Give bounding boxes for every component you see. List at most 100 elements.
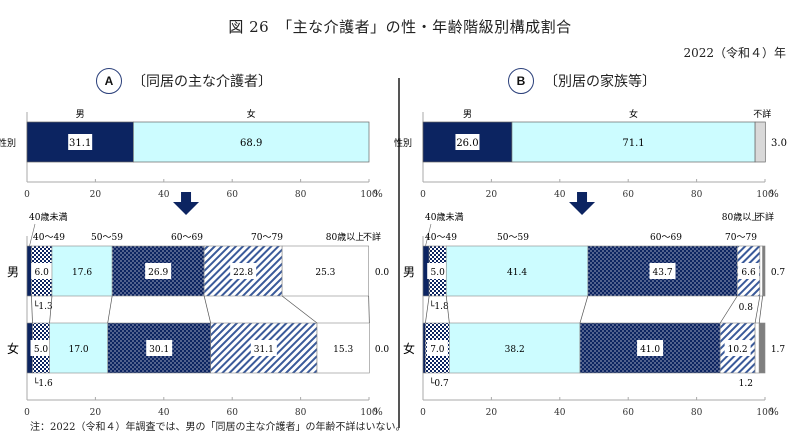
x-tick-label: 60 — [226, 190, 238, 200]
x-tick-label: 0 — [24, 408, 30, 418]
x-tick-label: 0 — [24, 190, 30, 200]
series-label: 60～69 — [171, 233, 203, 243]
series-label: 70～79 — [251, 233, 283, 243]
category-label: 女 — [7, 341, 19, 356]
series-label: 不詳 — [363, 231, 381, 243]
x-unit-label: % — [373, 189, 383, 200]
x-tick-label: 40 — [158, 408, 170, 418]
x-tick-label: 80 — [295, 190, 307, 200]
bar-segment — [762, 245, 766, 297]
value-label: 1.7 — [771, 345, 786, 355]
panel-b-header: B 〔別居の家族等〕 — [508, 68, 656, 94]
category-label: 男 — [403, 265, 415, 279]
bar-segment — [281, 245, 369, 297]
panel-a-label: 〔同居の主な介護者〕 — [132, 74, 272, 90]
value-label: 22.8 — [233, 268, 253, 278]
figure-title: 図 26 「主な介護者」の性・年齢階級別構成割合 — [228, 18, 572, 36]
x-tick-label: 40 — [554, 190, 566, 200]
value-label: 31.1 — [254, 345, 274, 355]
value-label: 38.2 — [505, 345, 525, 355]
bar-segment — [49, 322, 109, 374]
bar-segment — [759, 245, 763, 297]
series-label: 80歳以上 — [326, 231, 364, 243]
value-label: 41.4 — [507, 268, 527, 278]
survey-year: 2022（令和４）年 — [683, 46, 786, 60]
down-arrow-icon — [173, 192, 200, 215]
x-tick-label: 80 — [691, 190, 703, 200]
label-under-40: 40歳未満 — [425, 211, 463, 223]
value-label: 68.9 — [240, 138, 262, 149]
x-tick-label: 0 — [420, 190, 426, 200]
value-label: 30.1 — [149, 345, 169, 355]
value-label: 0.0 — [375, 268, 390, 278]
x-tick-label: 0 — [420, 408, 426, 418]
x-tick-label: 60 — [622, 190, 634, 200]
x-tick-label: 80 — [295, 408, 307, 418]
series-label: 男 — [76, 109, 85, 120]
x-tick-label: 20 — [486, 408, 498, 418]
value-label: 1.2 — [739, 379, 753, 389]
bar-segment — [133, 121, 370, 163]
x-tick-label: 100 — [360, 190, 377, 200]
value-label: 26.0 — [456, 138, 478, 149]
value-label: 71.1 — [622, 138, 644, 149]
panel-b-badge: B — [508, 68, 534, 94]
category-label: 男 — [7, 265, 19, 279]
x-tick-label: 60 — [226, 408, 238, 418]
value-label: └1.6 — [33, 377, 53, 389]
bar-segment — [758, 322, 766, 374]
footnote: 注：2022（令和４）年調査では、男の「同居の主な介護者」の年齢不詳はいない。 — [30, 422, 406, 433]
series-label: 不詳 — [756, 211, 774, 223]
value-label: 3.0 — [771, 138, 787, 149]
panel-a-header: A 〔同居の主な介護者〕 — [96, 68, 272, 94]
bar-segment — [754, 322, 760, 374]
value-label: 31.1 — [69, 138, 91, 149]
value-label: 5.0 — [431, 268, 446, 278]
value-label: 25.3 — [315, 268, 335, 278]
series-label: 60～69 — [650, 233, 682, 243]
x-unit-label: % — [373, 407, 383, 418]
bar-segment — [422, 322, 426, 374]
bar-segment — [754, 121, 766, 163]
panel-b-label: 〔別居の家族等〕 — [544, 74, 656, 90]
series-label: 40～49 — [33, 233, 65, 243]
value-label: 26.9 — [148, 268, 168, 278]
x-tick-label: 100 — [756, 408, 773, 418]
series-label: 男 — [463, 109, 472, 120]
series-label: 80歳以上 — [722, 211, 760, 223]
value-label: 41.0 — [640, 345, 660, 355]
x-tick-label: 80 — [691, 408, 703, 418]
value-label: 7.0 — [430, 345, 445, 355]
category-label: 性別 — [394, 137, 412, 149]
bar-segment — [316, 322, 370, 374]
value-label: 17.0 — [69, 345, 89, 355]
series-label: 女 — [629, 108, 638, 120]
value-label: └0.7 — [429, 377, 449, 389]
x-unit-label: % — [769, 189, 779, 200]
series-label: 40～49 — [425, 233, 457, 243]
bar-segment — [449, 322, 581, 374]
value-label: └1.8 — [429, 300, 449, 312]
value-label: 6.0 — [35, 268, 50, 278]
value-label: 6.6 — [741, 268, 756, 278]
bar-segment — [51, 245, 113, 297]
panel-divider — [398, 78, 400, 428]
x-tick-label: 40 — [554, 408, 566, 418]
series-label: 女 — [247, 108, 256, 120]
panel-a-badge: A — [96, 68, 122, 94]
value-label: └1.3 — [33, 300, 53, 312]
bar-segment — [26, 245, 32, 297]
down-arrow-icon — [569, 192, 596, 215]
value-label: 0.7 — [771, 268, 786, 278]
value-label: 17.6 — [72, 268, 92, 278]
value-label: 0.8 — [739, 303, 754, 313]
category-label: 女 — [403, 341, 415, 356]
value-label: 0.0 — [375, 345, 390, 355]
value-label: 43.7 — [653, 268, 673, 278]
series-label: 50～59 — [91, 233, 123, 243]
value-label: 10.2 — [728, 345, 748, 355]
category-label: 性別 — [0, 137, 16, 149]
x-unit-label: % — [769, 407, 779, 418]
label-under-40: 40歳未満 — [29, 211, 67, 223]
